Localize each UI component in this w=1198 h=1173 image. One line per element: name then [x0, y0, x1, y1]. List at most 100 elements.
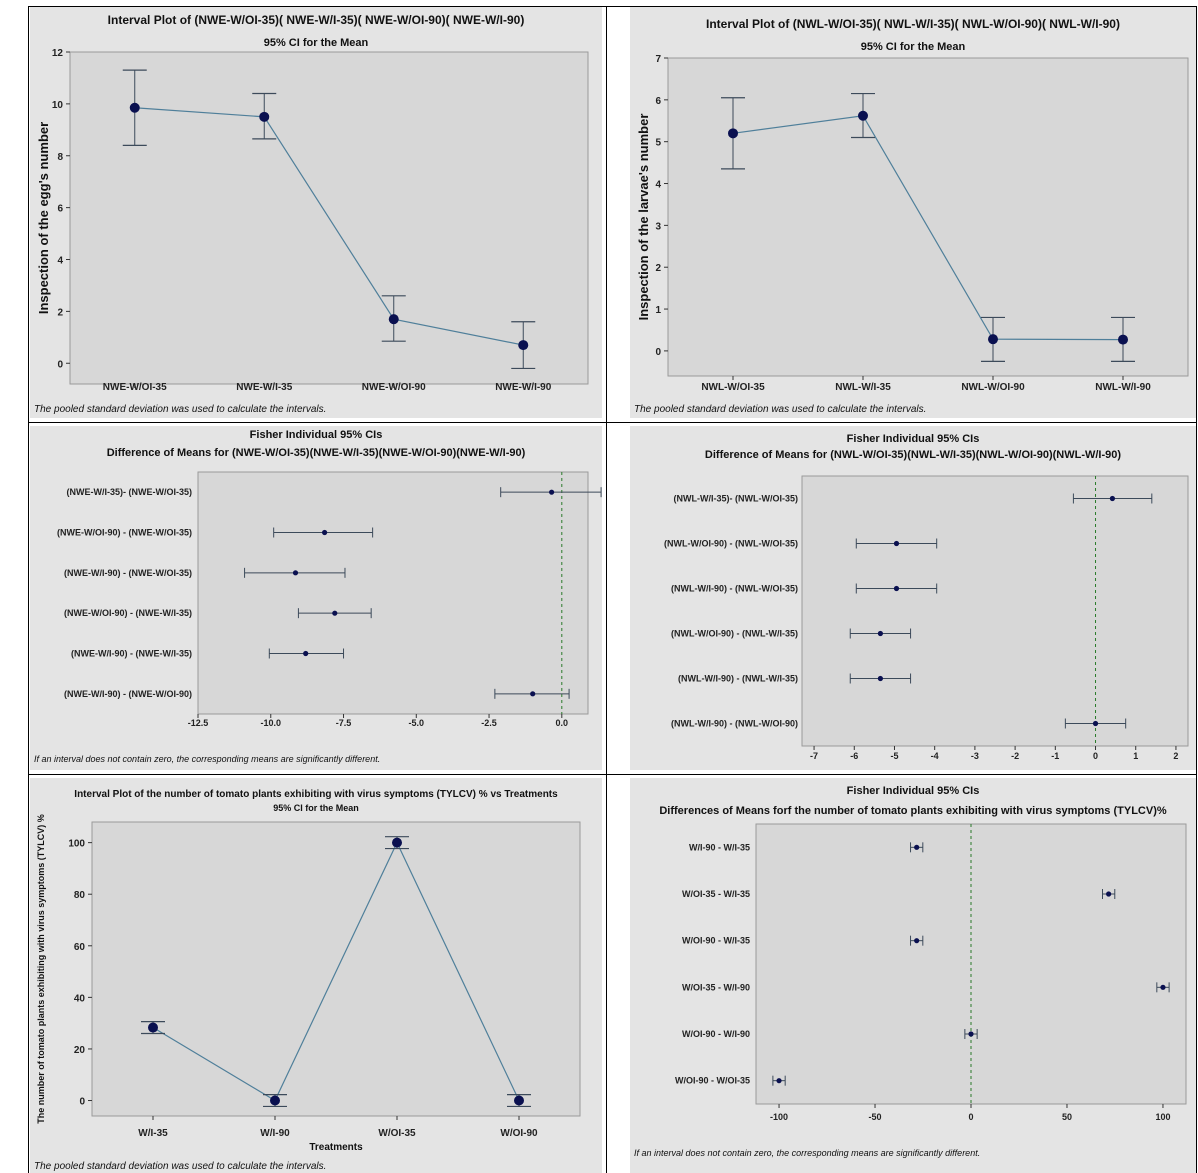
y-axis-label: Inspection of the egg's number — [36, 122, 51, 314]
x-tick-label: NWL-W/I-90 — [1095, 382, 1151, 393]
y-tick-label: 7 — [655, 54, 661, 65]
chart-title: Interval Plot of the number of tomato pl… — [74, 789, 558, 800]
x-tick-label: -12.5 — [188, 718, 209, 728]
estimate-point — [914, 938, 920, 944]
estimate-point — [1160, 984, 1166, 990]
egg-interval-chart: Interval Plot of (NWE-W/OI-35)( NWE-W/I-… — [30, 6, 602, 418]
y-tick-label: 100 — [68, 839, 85, 850]
tylcv-interval-panel: Interval Plot of the number of tomato pl… — [30, 778, 602, 1173]
estimate-point — [877, 630, 884, 637]
mean-connect-line — [134, 107, 524, 346]
mean-point — [388, 314, 399, 325]
comparison-label: W/I-90 - W/I-35 — [689, 842, 750, 852]
x-tick-label: -5.0 — [409, 718, 425, 728]
x-tick-label: NWL-W/OI-90 — [961, 382, 1025, 393]
larvae-interval-panel: Interval Plot of (NWL-W/OI-35)( NWL-W/I-… — [630, 6, 1196, 418]
mean-point — [259, 111, 270, 122]
estimate-point — [292, 570, 299, 576]
mean-point — [270, 1095, 280, 1106]
x-tick-label: 0.0 — [556, 718, 569, 728]
comparison-label: (NWE-W/I-90) - (NWE-W/I-35) — [71, 649, 192, 659]
estimate-point — [1092, 720, 1099, 727]
y-tick-label: 8 — [57, 152, 63, 163]
mean-connect-line — [152, 841, 520, 1102]
y-tick-label: 5 — [655, 138, 661, 149]
footnote: If an interval does not contain zero, th… — [634, 1148, 980, 1158]
estimate-point — [332, 610, 338, 616]
comparison-label: (NWL-W/OI-90) - (NWL-W/OI-35) — [664, 539, 798, 549]
chart-title: Interval Plot of (NWE-W/OI-35)( NWE-W/I-… — [108, 13, 525, 27]
estimate-point — [968, 1031, 974, 1037]
comparison-label: (NWL-W/I-90) - (NWL-W/OI-35) — [671, 584, 798, 594]
footnote: The pooled standard deviation was used t… — [634, 404, 926, 415]
x-tick-label: -7 — [810, 751, 818, 761]
x-tick-label: -2 — [1011, 751, 1019, 761]
estimate-point — [1106, 891, 1112, 897]
x-tick-label: -10.0 — [261, 718, 282, 728]
mean-point — [728, 128, 738, 139]
chart-subtitle: 95% CI for the Mean — [264, 37, 369, 49]
mean-point — [514, 1095, 524, 1106]
plot-area — [197, 471, 589, 715]
estimate-point — [893, 585, 900, 592]
comparison-label: (NWL-W/I-35)- (NWL-W/OI-35) — [674, 494, 798, 504]
chart-subtitle: 95% CI for the Mean — [861, 41, 966, 53]
x-tick-label: 2 — [1173, 751, 1178, 761]
table-divider-row-1 — [28, 422, 1197, 423]
table-border-right — [1196, 6, 1197, 1173]
estimate-point — [893, 540, 900, 547]
comparison-label: W/OI-90 - W/I-90 — [682, 1029, 750, 1039]
comparison-label: (NWL-W/I-90) - (NWL-W/OI-90) — [671, 719, 798, 729]
comparison-label: (NWL-W/I-90) - (NWL-W/I-35) — [678, 674, 798, 684]
x-tick-label: -50 — [869, 1112, 882, 1122]
x-axis-label: Treatments — [309, 1142, 363, 1153]
plot-area — [91, 821, 581, 1117]
table-border-left — [28, 6, 29, 1173]
comparison-label: (NWE-W/I-90) - (NWE-W/OI-35) — [64, 568, 192, 578]
x-tick-label: -7.5 — [336, 718, 352, 728]
estimate-point — [303, 650, 309, 657]
x-tick-label: NWE-W/I-90 — [495, 382, 552, 393]
y-tick-label: 4 — [57, 256, 63, 267]
x-tick-label: 1 — [1133, 751, 1138, 761]
comparison-label: (NWE-W/OI-90) - (NWE-W/I-35) — [64, 608, 192, 618]
estimate-point — [322, 529, 328, 536]
y-tick-label: 2 — [655, 263, 661, 274]
comparison-label: W/OI-35 - W/I-90 — [682, 982, 750, 992]
estimate-point — [776, 1078, 782, 1084]
mean-connect-line — [732, 115, 1124, 341]
x-tick-label: -3 — [971, 751, 979, 761]
x-tick-label: -4 — [931, 751, 939, 761]
x-tick-label: 0 — [1093, 751, 1098, 761]
y-tick-label: 0 — [655, 347, 661, 358]
estimate-point — [549, 489, 555, 495]
y-axis-label: Inspection of the larvae's number — [636, 114, 651, 321]
x-tick-label: NWE-W/OI-35 — [103, 382, 167, 393]
tylcv-interval-chart: Interval Plot of the number of tomato pl… — [30, 778, 602, 1173]
comparison-label: (NWL-W/OI-90) - (NWL-W/I-35) — [671, 629, 798, 639]
y-tick-label: 1 — [655, 305, 661, 316]
tylcv-difference-chart: Fisher Individual 95% CIs Differences of … — [630, 778, 1196, 1173]
plot-area — [667, 57, 1189, 377]
x-tick-label: -2.5 — [481, 718, 497, 728]
y-tick-label: 3 — [655, 221, 661, 232]
comparison-label: W/OI-90 - W/I-35 — [682, 936, 750, 946]
y-tick-label: 20 — [74, 1045, 86, 1056]
larvae-difference-chart: Fisher Individual 95% CIs Difference of M… — [630, 426, 1196, 770]
y-tick-label: 6 — [57, 204, 63, 215]
y-tick-label: 6 — [655, 96, 661, 107]
x-tick-label: W/OI-35 — [378, 1128, 416, 1139]
larvae-difference-panel: Fisher Individual 95% CIs Difference of M… — [630, 426, 1196, 770]
chart-title: Fisher Individual 95% CIs — [847, 785, 980, 797]
y-tick-label: 60 — [74, 942, 86, 953]
x-tick-label: NWL-W/OI-35 — [701, 382, 765, 393]
x-tick-label: NWE-W/I-35 — [236, 382, 293, 393]
chart-subtitle: Difference of Means for (NWL-W/OI-35)(NW… — [705, 449, 1121, 461]
tylcv-difference-panel: Fisher Individual 95% CIs Differences of … — [630, 778, 1196, 1173]
comparison-label: (NWE-W/I-90) - (NWE-W/OI-90) — [64, 689, 192, 699]
mean-point — [858, 110, 868, 121]
y-tick-label: 40 — [74, 993, 86, 1004]
mean-point — [148, 1022, 158, 1033]
footnote: If an interval does not contain zero, th… — [34, 754, 380, 764]
